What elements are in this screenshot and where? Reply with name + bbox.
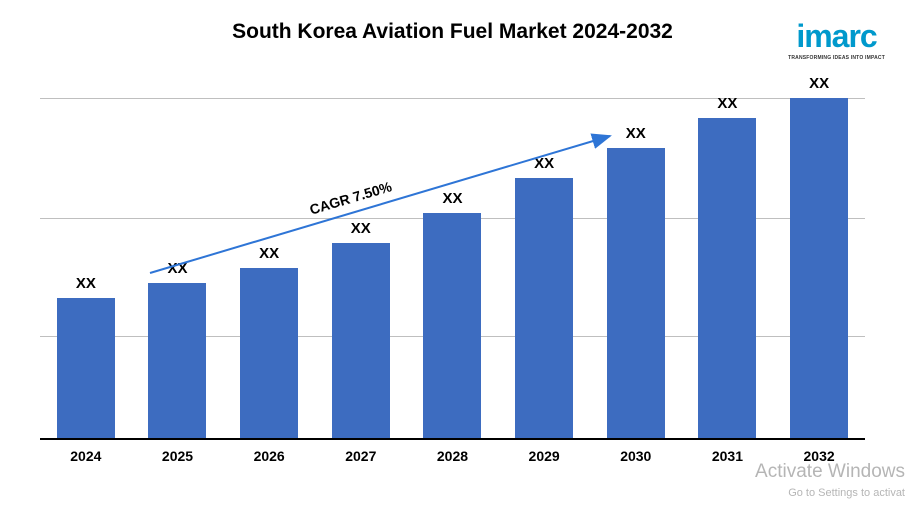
bar-value-label: XX bbox=[534, 155, 554, 172]
chart-title: South Korea Aviation Fuel Market 2024-20… bbox=[40, 20, 865, 44]
x-axis-label: 2030 bbox=[607, 448, 665, 464]
bar-value-label: XX bbox=[351, 220, 371, 237]
bar bbox=[332, 243, 390, 438]
bar-group: XX bbox=[57, 298, 115, 438]
bar-group: XX bbox=[423, 213, 481, 438]
bar bbox=[607, 148, 665, 438]
x-axis-label: 2028 bbox=[423, 448, 481, 464]
x-axis-label: 2024 bbox=[57, 448, 115, 464]
x-axis-label: 2025 bbox=[148, 448, 206, 464]
x-axis-label: 2027 bbox=[332, 448, 390, 464]
bar-group: XX bbox=[148, 283, 206, 438]
bar-value-label: XX bbox=[167, 260, 187, 277]
bar bbox=[57, 298, 115, 438]
x-axis-label: 2029 bbox=[515, 448, 573, 464]
bar-group: XX bbox=[332, 243, 390, 438]
bar bbox=[423, 213, 481, 438]
bar-group: XX bbox=[790, 98, 848, 438]
bar-value-label: XX bbox=[259, 245, 279, 262]
bar bbox=[698, 118, 756, 438]
chart-container: South Korea Aviation Fuel Market 2024-20… bbox=[40, 20, 865, 480]
x-axis-label: 2026 bbox=[240, 448, 298, 464]
bar bbox=[790, 98, 848, 438]
os-watermark-line2: Go to Settings to activat bbox=[788, 487, 905, 499]
bar-value-label: XX bbox=[809, 75, 829, 92]
x-axis-line bbox=[40, 438, 865, 440]
os-watermark-line1: Activate Windows bbox=[755, 461, 905, 483]
bar-value-label: XX bbox=[76, 275, 96, 292]
x-axis-labels: 202420252026202720282029203020312032 bbox=[40, 448, 865, 464]
x-axis-label: 2031 bbox=[698, 448, 756, 464]
bar-value-label: XX bbox=[717, 95, 737, 112]
plot-area: XXXXXXXXXXXXXXXXXX CAGR 7.50% bbox=[40, 78, 865, 438]
bar-group: XX bbox=[240, 268, 298, 438]
bar bbox=[240, 268, 298, 438]
bar-value-label: XX bbox=[626, 125, 646, 142]
bars-row: XXXXXXXXXXXXXXXXXX bbox=[40, 78, 865, 438]
bar-group: XX bbox=[515, 178, 573, 438]
bar-value-label: XX bbox=[442, 190, 462, 207]
bar bbox=[515, 178, 573, 438]
bar-group: XX bbox=[607, 148, 665, 438]
bar bbox=[148, 283, 206, 438]
bar-group: XX bbox=[698, 118, 756, 438]
